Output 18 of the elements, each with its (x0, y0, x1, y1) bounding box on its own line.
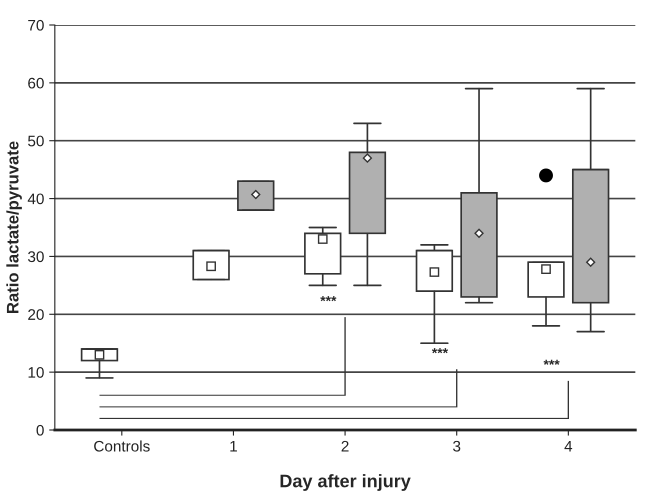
annotation: *** (544, 360, 560, 365)
x-axis-title: Day after injury (280, 474, 411, 491)
y-tick-label: 70 (28, 20, 44, 31)
y-tick-label: 40 (28, 193, 44, 204)
annotation: *** (432, 348, 448, 354)
x-tick-label: 1 (230, 440, 237, 452)
x-tick-label: 2 (342, 440, 349, 452)
y-axis-title: Ratio lactate/pyruvate (6, 141, 22, 313)
y-tick-label: 60 (28, 78, 44, 89)
y-tick-label: 50 (28, 136, 44, 146)
x-tick-label: 4 (564, 440, 572, 452)
annotation: *** (320, 296, 336, 302)
y-tick-label: 0 (36, 424, 44, 436)
x-tick-label: Controls (94, 440, 150, 452)
y-tick-label: 20 (28, 309, 44, 320)
y-tick-label: 10 (28, 367, 44, 378)
x-tick-label: 3 (453, 440, 460, 452)
y-tick-label: 30 (28, 251, 44, 262)
